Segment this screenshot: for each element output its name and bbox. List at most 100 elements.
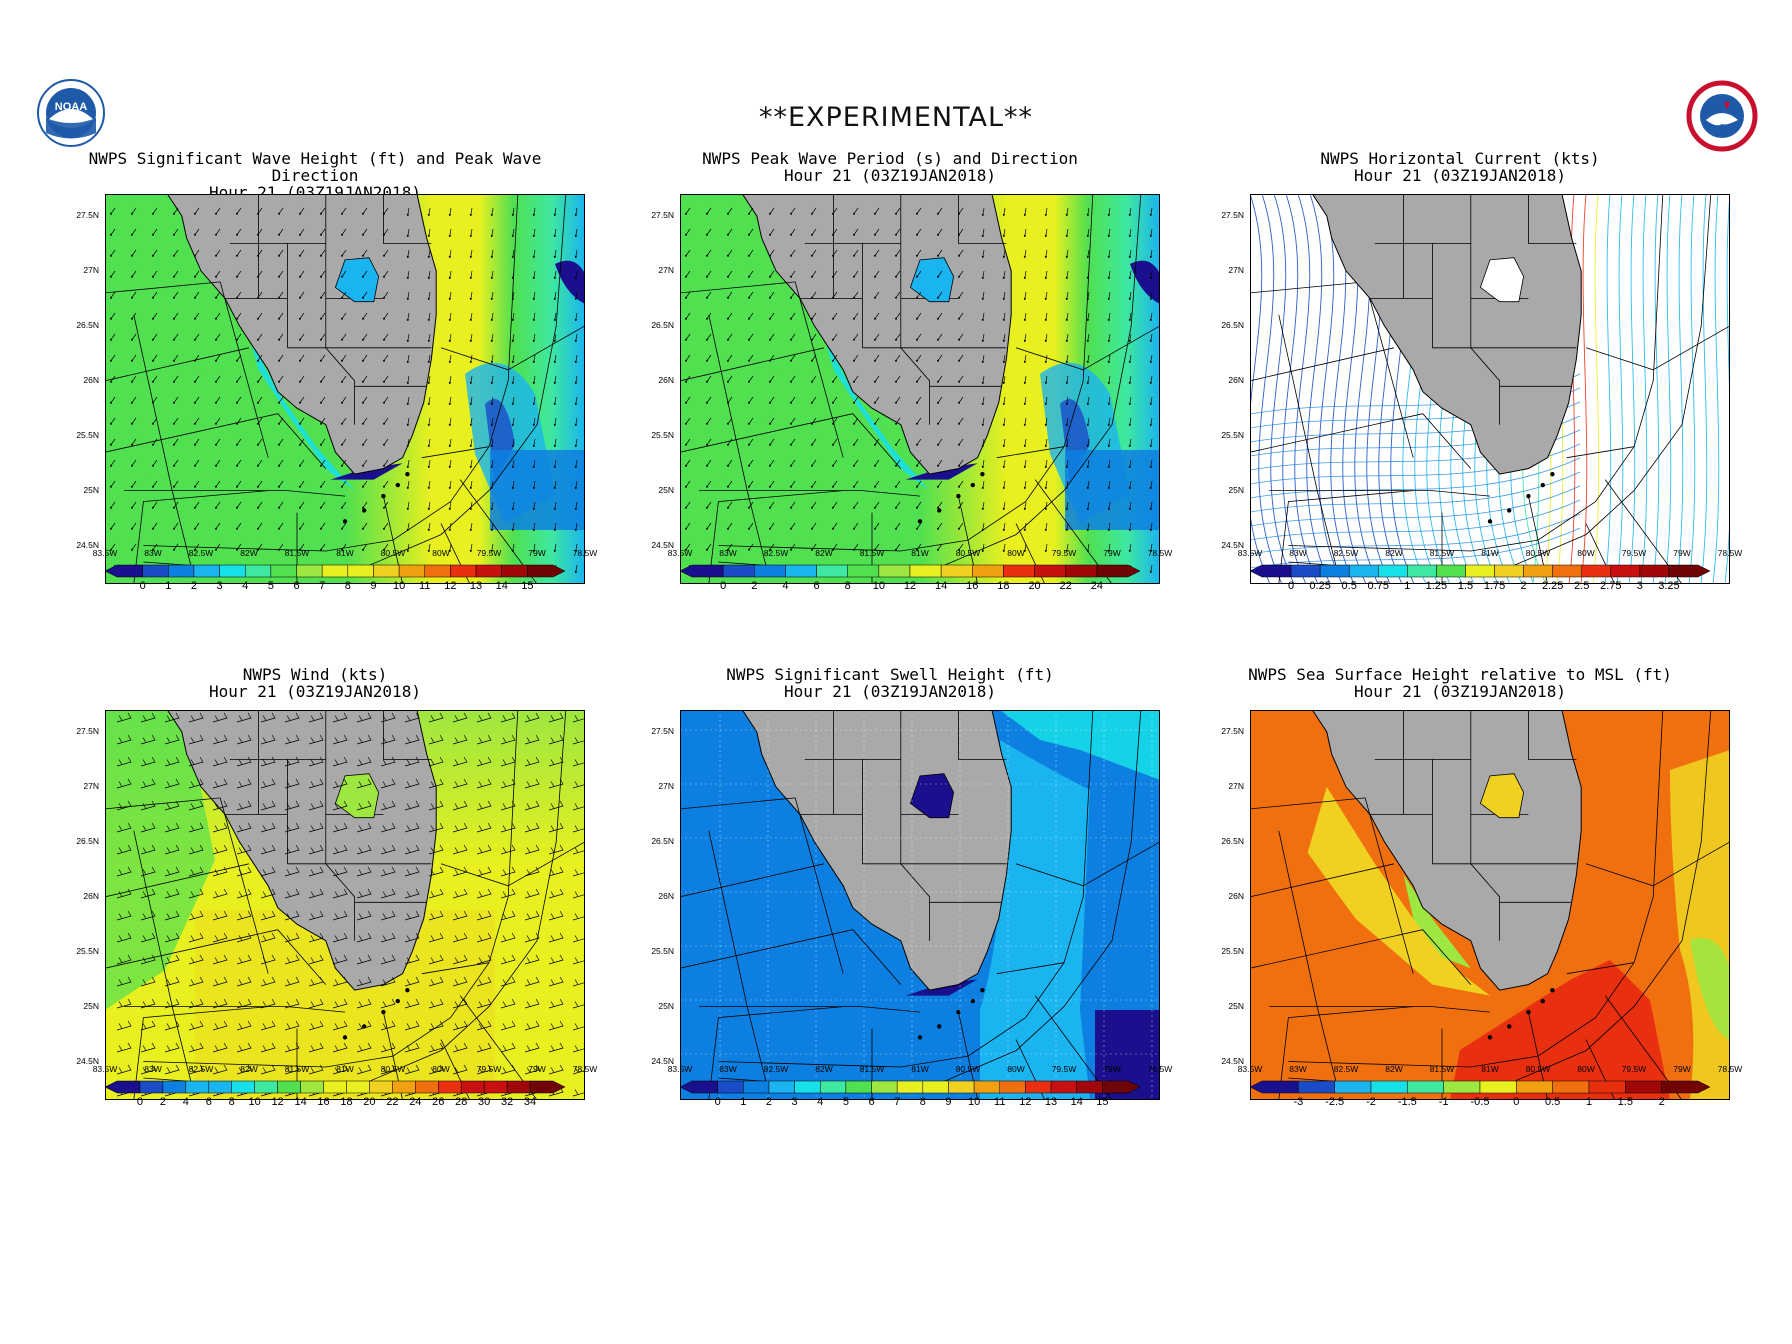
colorbar-label: 18: [340, 1096, 353, 1108]
lon-label: 80.5W: [380, 1064, 406, 1074]
lat-label: 26N: [658, 374, 674, 385]
lat-label: 27.5N: [76, 725, 99, 736]
colorbar-label: 9: [945, 1096, 952, 1108]
lon-label: 83.5W: [92, 1064, 118, 1074]
lon-label: 82.5W: [188, 548, 214, 558]
colorbar-label: 8: [919, 1096, 926, 1108]
lat-label: 25.5N: [1221, 429, 1244, 440]
lat-label: 26.5N: [76, 835, 99, 846]
colorbar-label: 20: [1028, 580, 1041, 592]
panel-swell: NWPS Significant Swell Height (ft) Hour 2…: [630, 666, 1172, 1166]
lon-label: 81W: [911, 548, 929, 558]
colorbar-label: 2.5: [1574, 580, 1590, 592]
lon-label: 82W: [240, 548, 258, 558]
colorbar-label: 5: [842, 1096, 849, 1108]
colorbar-label: 0: [714, 1096, 721, 1108]
panel-wave-period: NWPS Peak Wave Period (s) and Direction H…: [630, 150, 1172, 650]
colorbar-label: 2.75: [1600, 580, 1622, 592]
colorbar-label: 0.25: [1309, 580, 1331, 592]
panel-title-line2: Hour 21 (03Z19JAN2018): [209, 682, 421, 701]
panel-title: NWPS Horizontal Current (kts) Hour 21 (03…: [1200, 150, 1720, 184]
noaa-logo: NOAA: [37, 79, 105, 147]
colorbar: [105, 564, 565, 578]
lon-label: 79.5W: [476, 1064, 502, 1074]
colorbar-label: -1.5: [1397, 1096, 1417, 1108]
colorbar-label: 30: [478, 1096, 491, 1108]
lat-label: 27N: [83, 264, 99, 275]
lon-label: 78.5W: [572, 1064, 598, 1074]
map-wave-height: [105, 194, 585, 584]
lon-label: 79W: [1103, 548, 1121, 558]
colorbar-label: 28: [455, 1096, 468, 1108]
colorbar-label: 3: [1636, 580, 1643, 592]
lon-label: 83.5W: [667, 1064, 693, 1074]
lat-label: 27N: [1228, 264, 1244, 275]
lon-label: 79W: [1103, 1064, 1121, 1074]
lat-label: 27N: [658, 780, 674, 791]
lon-label: 82.5W: [1333, 1064, 1359, 1074]
lon-label: 82W: [815, 548, 833, 558]
lon-label: 80.5W: [380, 548, 406, 558]
lon-label: 81.5W: [1429, 1064, 1455, 1074]
lat-label: 27.5N: [651, 725, 674, 736]
lat-label: 27N: [658, 264, 674, 275]
lon-label: 81W: [1481, 1064, 1499, 1074]
panel-wind: NWPS Wind (kts) Hour 21 (03Z19JAN2018) 27.…: [55, 666, 597, 1166]
colorbar-label: 8: [844, 580, 851, 592]
colorbar-label: 10: [872, 580, 885, 592]
colorbar-label: 2: [751, 580, 758, 592]
map-current: [1250, 194, 1730, 584]
colorbar-label: 13: [1044, 1096, 1058, 1108]
lon-label: 83W: [1289, 1064, 1307, 1074]
lat-label: 26.5N: [651, 319, 674, 330]
lat-label: 25N: [83, 1000, 99, 1011]
panel-title-line1: NWPS Horizontal Current (kts): [1320, 149, 1600, 168]
colorbar-label: -2.5: [1325, 1096, 1345, 1108]
lon-label: 78.5W: [1147, 548, 1173, 558]
colorbar-label: 22: [1059, 580, 1072, 592]
map-ssh: [1250, 710, 1730, 1100]
colorbar-label: 1.75: [1483, 580, 1506, 592]
panel-title-line1: NWPS Significant Wave Height (ft) and Pe…: [88, 149, 542, 185]
colorbar-label: 1: [1585, 1096, 1593, 1108]
lat-label: 24.5N: [651, 1055, 674, 1066]
panel-title: NWPS Significant Swell Height (ft) Hour 2…: [630, 666, 1150, 700]
colorbar-label: 7: [894, 1096, 901, 1108]
lon-label: 81.5W: [1429, 548, 1455, 558]
lat-label: 26N: [83, 374, 99, 385]
colorbar-label: 2: [190, 580, 197, 592]
colorbar-label: 18: [997, 580, 1010, 592]
lat-label: 25.5N: [76, 429, 99, 440]
colorbar-label: 2: [1520, 580, 1527, 592]
lon-label: 81.5W: [859, 1064, 885, 1074]
panel-wave-height: NWPS Significant Wave Height (ft) and Pe…: [55, 149, 597, 650]
colorbar-label: 34: [523, 1096, 537, 1108]
lat-label: 27N: [83, 780, 99, 791]
lon-label: 83W: [144, 1064, 162, 1074]
panel-current: NWPS Horizontal Current (kts) Hour 21 (03…: [1200, 150, 1742, 650]
panel-title-line1: NWPS Sea Surface Height relative to MSL …: [1248, 665, 1672, 684]
colorbar-label: 12: [444, 580, 457, 592]
lon-label: 80W: [432, 1064, 450, 1074]
colorbar-label: 16: [317, 1096, 330, 1108]
panel-title: NWPS Sea Surface Height relative to MSL …: [1200, 666, 1720, 700]
lon-label: 78.5W: [1717, 548, 1743, 558]
colorbar: [1250, 564, 1710, 578]
lat-label: 24.5N: [1221, 1055, 1244, 1066]
colorbar-label: 8: [228, 1096, 235, 1108]
lon-label: 80.5W: [1525, 1064, 1551, 1074]
map-swell: [680, 710, 1160, 1100]
lon-label: 83.5W: [1237, 1064, 1263, 1074]
colorbar-label: 5: [267, 580, 274, 592]
colorbar-label: 0.5: [1545, 1096, 1561, 1108]
lon-label: 82.5W: [1333, 548, 1359, 558]
lat-label: 25.5N: [76, 945, 99, 956]
lat-label: 24.5N: [651, 539, 674, 550]
lat-label: 24.5N: [1221, 539, 1244, 550]
lon-label: 83W: [1289, 548, 1307, 558]
lat-label: 26N: [658, 890, 674, 901]
lat-label: 26.5N: [76, 319, 99, 330]
colorbar-label: 10: [392, 580, 406, 592]
colorbar-label: 11: [419, 580, 431, 592]
colorbar-label: 6: [868, 1096, 875, 1108]
